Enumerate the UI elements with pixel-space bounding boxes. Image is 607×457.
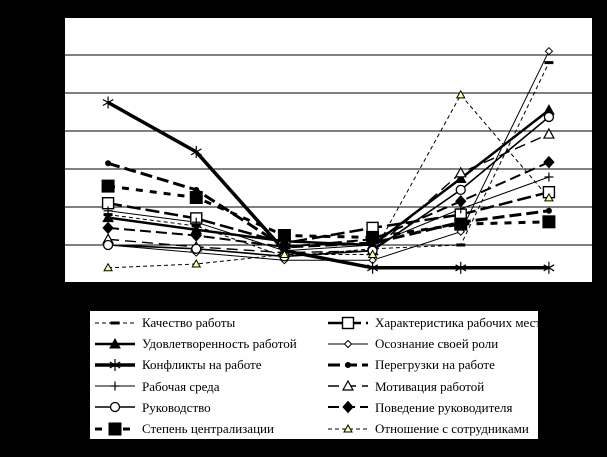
big-filled-square-marker-icon: [277, 229, 291, 242]
legend-label: Осознание своей роли: [375, 336, 499, 352]
asterisk-marker-icon: [102, 98, 114, 107]
small-open-diamond-marker-icon: [343, 339, 353, 348]
legend-label: Характеристика рабочих мест: [375, 315, 542, 331]
small-yellow-triangle-marker-icon: [343, 423, 353, 433]
series-line-5: [107, 161, 550, 249]
legend-label: Конфликты на работе: [142, 357, 262, 373]
series-line-4: [107, 100, 549, 270]
legend-label: Удовлетворенность работой: [142, 336, 297, 352]
filled-circle-marker-icon: [105, 160, 112, 167]
big-filled-square-marker-icon: [366, 230, 380, 244]
legend-line-sample-icon: [95, 358, 135, 371]
legend-line-sample-icon: [95, 422, 135, 436]
open-circle-marker-icon: [102, 239, 114, 251]
legend-item: Характеристика рабочих мест: [323, 315, 542, 331]
line-chart: [64, 17, 593, 283]
legend-item: Удовлетворенность работой: [90, 337, 323, 351]
filled-circle-marker-icon: [345, 361, 351, 368]
asterisk-marker-icon: [543, 264, 555, 272]
legend-label: Качество работы: [142, 315, 236, 331]
legend-item: Поведение руководителя: [323, 400, 538, 414]
open-triangle-marker-icon: [341, 379, 355, 391]
filled-circle-marker-icon: [545, 207, 552, 214]
asterisk-marker-icon: [109, 361, 121, 369]
dash-marker-icon: [110, 321, 120, 325]
legend-line-sample-icon: [328, 361, 368, 368]
open-triangle-marker-icon: [454, 166, 467, 178]
series-line-10: [107, 184, 549, 239]
series-line-11: [108, 94, 550, 269]
dash-marker-icon: [456, 243, 466, 247]
legend-item: Руководство: [90, 400, 323, 414]
small-yellow-triangle-marker-icon: [367, 249, 378, 258]
big-filled-square-marker-icon: [189, 191, 203, 204]
small-yellow-triangle-marker-icon: [191, 258, 202, 268]
big-filled-square-marker-icon: [542, 215, 556, 229]
open-circle-marker-icon: [455, 184, 466, 196]
asterisk-marker-icon: [455, 264, 467, 272]
small-yellow-triangle-marker-icon: [455, 89, 466, 99]
legend-label: Степень централизации: [142, 421, 274, 437]
legend-item: Конфликты на работе: [90, 358, 323, 372]
asterisk-marker-icon: [190, 148, 202, 156]
filled-triangle-marker-icon: [454, 172, 467, 183]
legend-item: Отношение с сотрудниками: [323, 422, 538, 436]
chart-legend: Качество работы Характеристика рабочих ме…: [89, 310, 542, 440]
legend-item: Степень централизации: [90, 422, 323, 436]
filled-diamond-marker-icon: [342, 401, 354, 414]
dash-marker-icon: [544, 61, 554, 65]
legend-line-sample-icon: [328, 316, 368, 329]
legend-line-sample-icon: [95, 337, 135, 349]
asterisk-marker-icon: [367, 264, 379, 272]
legend-item: Качество работы: [90, 316, 323, 330]
legend-line-sample-icon: [95, 402, 135, 413]
legend-line-sample-icon: [328, 339, 368, 348]
open-circle-marker-icon: [543, 111, 555, 123]
filled-diamond-marker-icon: [102, 221, 114, 235]
open-circle-marker-icon: [109, 402, 121, 413]
legend-line-sample-icon: [95, 321, 135, 325]
legend-label: Рабочая среда: [142, 378, 220, 394]
legend-line-sample-icon: [328, 401, 368, 414]
series-line-1: [107, 190, 550, 245]
open-triangle-marker-icon: [542, 127, 555, 139]
legend-label: Перегрузки на работе: [375, 357, 495, 373]
legend-label: Отношение с сотрудниками: [375, 421, 529, 437]
legend-item: Осознание своей роли: [323, 337, 538, 351]
series-line-6: [108, 176, 550, 252]
big-filled-square-marker-icon: [454, 217, 468, 231]
series-line-9: [107, 161, 550, 248]
series-line-0: [108, 62, 550, 257]
small-yellow-triangle-marker-icon: [103, 262, 113, 272]
legend-line-sample-icon: [328, 379, 368, 391]
small-yellow-triangle-marker-icon: [279, 249, 290, 258]
open-square-marker-icon: [341, 316, 355, 329]
big-filled-square-marker-icon: [101, 179, 115, 193]
legend-line-sample-icon: [95, 381, 135, 391]
filled-diamond-marker-icon: [543, 155, 555, 169]
legend-item: Перегрузки на работе: [323, 358, 538, 372]
filled-diamond-marker-icon: [190, 229, 202, 242]
legend-label: Мотивация работой: [375, 378, 485, 394]
open-circle-marker-icon: [191, 243, 202, 254]
plot-frame: [64, 17, 593, 283]
legend-line-sample-icon: [328, 423, 368, 433]
small-open-diamond-marker-icon: [544, 46, 554, 56]
legend-item: Мотивация работой: [323, 379, 538, 393]
legend-label: Поведение руководителя: [375, 399, 513, 415]
series-line-8: [108, 116, 550, 258]
legend-item: Рабочая среда: [90, 379, 323, 393]
big-filled-square-marker-icon: [108, 422, 122, 436]
series-line-7: [108, 133, 550, 254]
line-chart-svg: [64, 17, 593, 283]
series-line-3: [108, 50, 550, 261]
legend-label: Руководство: [142, 399, 211, 415]
filled-diamond-marker-icon: [455, 195, 467, 208]
filled-triangle-marker-icon: [102, 211, 114, 223]
filled-triangle-marker-icon: [109, 337, 121, 349]
small-yellow-triangle-marker-icon: [544, 192, 554, 202]
